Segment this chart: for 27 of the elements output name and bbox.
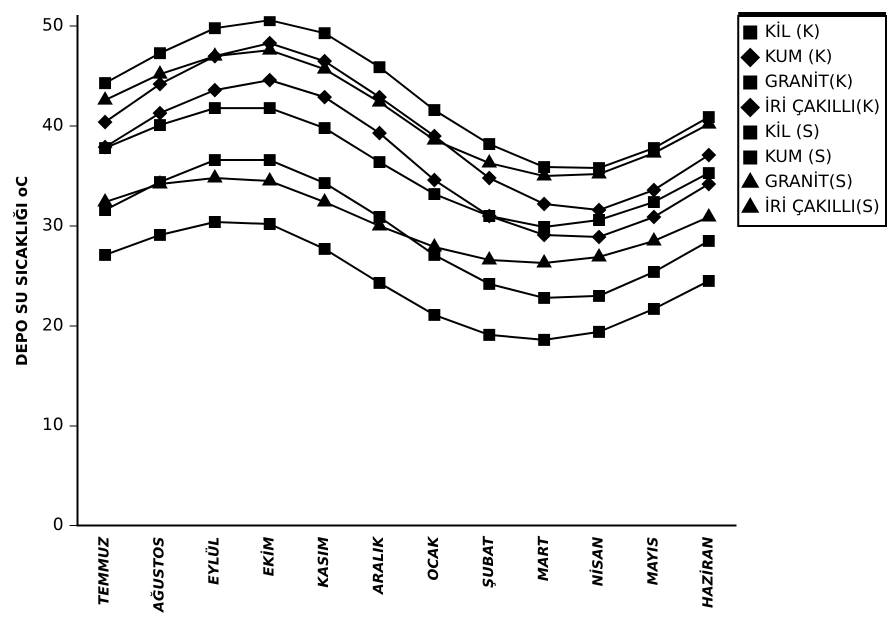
x-tick-label: AĞUSTOS xyxy=(150,536,168,613)
x-tick-label: OCAK xyxy=(426,536,442,581)
y-tick-label: 0 xyxy=(52,515,64,536)
x-tick-label: MART xyxy=(536,535,552,582)
x-tick-label: EYLÜL xyxy=(205,536,222,585)
legend-label: KUM (K) xyxy=(764,46,832,67)
legend-label: GRANİT(K) xyxy=(764,70,854,92)
legend-label: GRANİT(S) xyxy=(764,170,853,192)
x-tick-label: NİSAN xyxy=(590,536,607,586)
y-tick-label: 30 xyxy=(42,215,64,236)
legend-label: KUM (S) xyxy=(764,146,832,167)
x-tick-label: ARALIK xyxy=(371,536,388,596)
x-tick-label: EKİM xyxy=(260,536,278,576)
x-tick-label: KASIM xyxy=(316,536,332,588)
y-tick-label: 50 xyxy=(42,16,64,36)
y-tick-label: 10 xyxy=(42,415,64,436)
x-tick-label: TEMMUZ xyxy=(96,536,113,606)
legend-label: İRİ ÇAKILLI(S) xyxy=(764,196,880,217)
legend-label: KİL (K) xyxy=(764,20,820,42)
legend-label: İRİ ÇAKILLI(K) xyxy=(764,96,880,117)
y-axis-title: DEPO SU SICAKLIĞI oC xyxy=(12,176,31,366)
x-tick-label: ŞUBAT xyxy=(480,535,497,588)
x-tick-label: HAZİRAN xyxy=(699,536,716,608)
x-tick-label: MAYIS xyxy=(646,536,662,586)
y-tick-label: 20 xyxy=(42,315,64,336)
y-tick-label: 40 xyxy=(42,116,64,136)
legend-label: KİL (S) xyxy=(764,120,820,142)
